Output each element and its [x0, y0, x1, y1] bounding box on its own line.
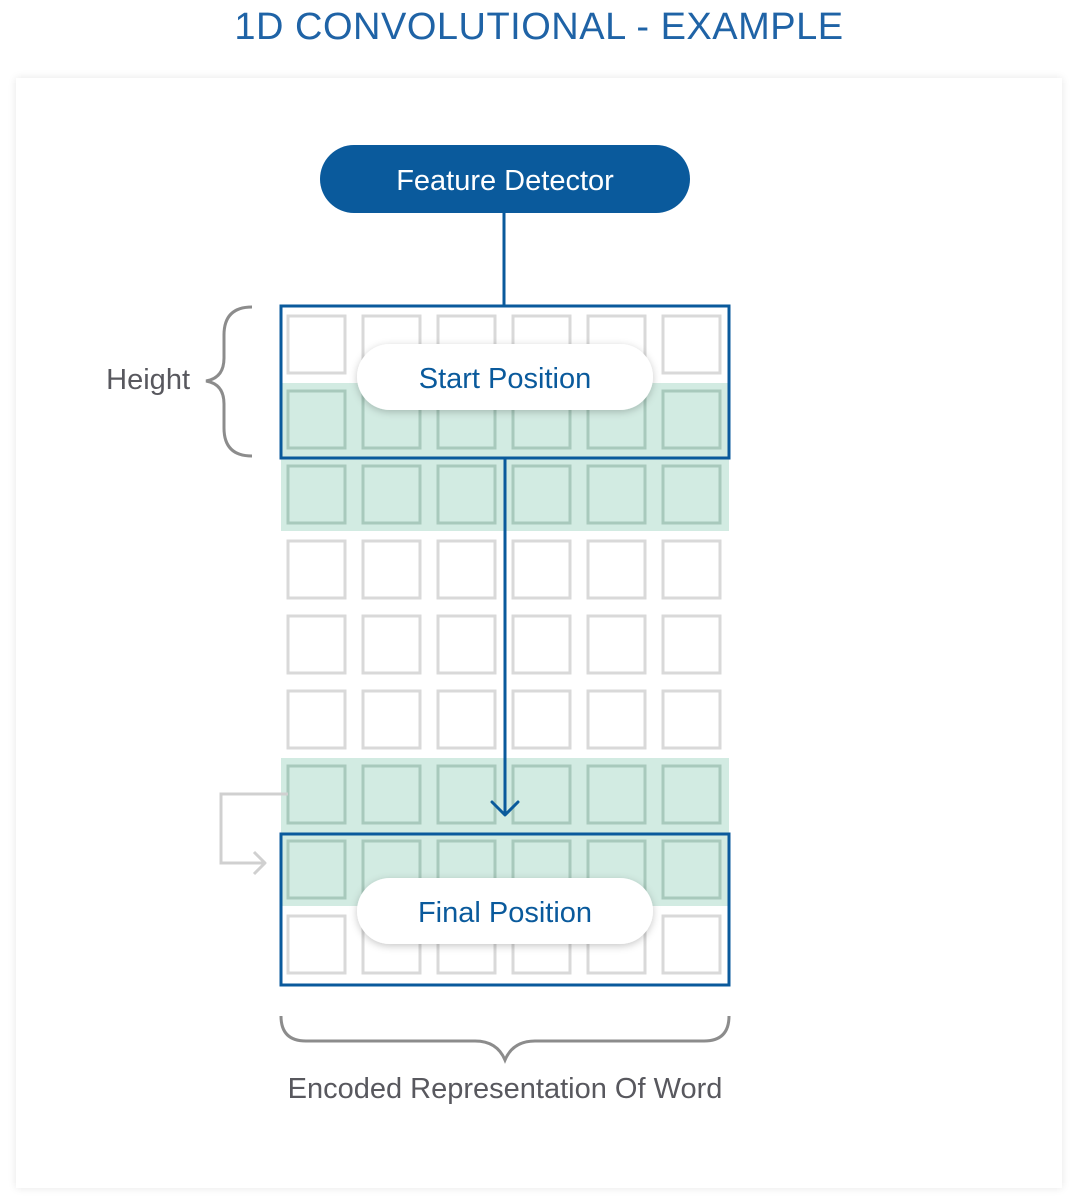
grid-cell — [586, 539, 647, 600]
grid-cell — [361, 539, 422, 600]
grid-cell — [361, 464, 422, 525]
height-brace-icon — [205, 305, 253, 458]
start-position-window — [279, 304, 731, 460]
grid-cell — [586, 464, 647, 525]
grid-cell — [286, 689, 347, 750]
stride-indicator-arrow-icon — [252, 850, 267, 876]
feature-detector-label: Feature Detector — [396, 165, 614, 197]
grid-cell — [661, 314, 722, 375]
grid-cell — [661, 539, 722, 600]
grid-cell — [661, 614, 722, 675]
grid-cell — [661, 689, 722, 750]
diagram-panel — [16, 78, 1062, 1188]
grid-cell — [511, 614, 572, 675]
grid-cell — [511, 689, 572, 750]
grid-cell — [361, 689, 422, 750]
stride-indicator-line — [219, 792, 288, 865]
grid-cell — [286, 914, 347, 975]
grid-cell — [286, 464, 347, 525]
grid-cell — [661, 464, 722, 525]
width-brace-icon — [279, 1015, 731, 1064]
grid-cell — [511, 464, 572, 525]
grid-cell — [361, 764, 422, 825]
grid-cell — [661, 389, 722, 450]
grid-cell — [661, 914, 722, 975]
encoded-representation-label: Encoded Representation Of Word — [288, 1073, 723, 1105]
diagram-title: 1D CONVOLUTIONAL - EXAMPLE — [234, 6, 844, 48]
height-label: Height — [106, 364, 190, 396]
grid-cell — [436, 464, 497, 525]
grid-cell — [286, 539, 347, 600]
grid-cell — [286, 839, 347, 900]
grid-cell — [286, 314, 347, 375]
grid-cell — [436, 764, 497, 825]
grid-cell — [586, 689, 647, 750]
grid-cell — [511, 539, 572, 600]
grid-cell — [436, 689, 497, 750]
grid-cell — [586, 614, 647, 675]
grid-cell — [361, 614, 422, 675]
final-position-node: Final Position — [357, 878, 653, 944]
final-position-window — [279, 832, 731, 987]
feature-detector-node: Feature Detector — [320, 145, 690, 213]
grid-cell — [436, 614, 497, 675]
grid-cell — [286, 389, 347, 450]
grid-cell — [511, 764, 572, 825]
grid-cell — [586, 764, 647, 825]
start-position-node: Start Position — [357, 344, 653, 410]
slide-arrow-head-icon — [490, 800, 520, 817]
final-position-label: Final Position — [418, 897, 592, 929]
grid-cell — [661, 764, 722, 825]
grid-cell — [436, 539, 497, 600]
start-position-label: Start Position — [419, 363, 591, 395]
grid-cell — [286, 614, 347, 675]
grid-cell — [661, 839, 722, 900]
